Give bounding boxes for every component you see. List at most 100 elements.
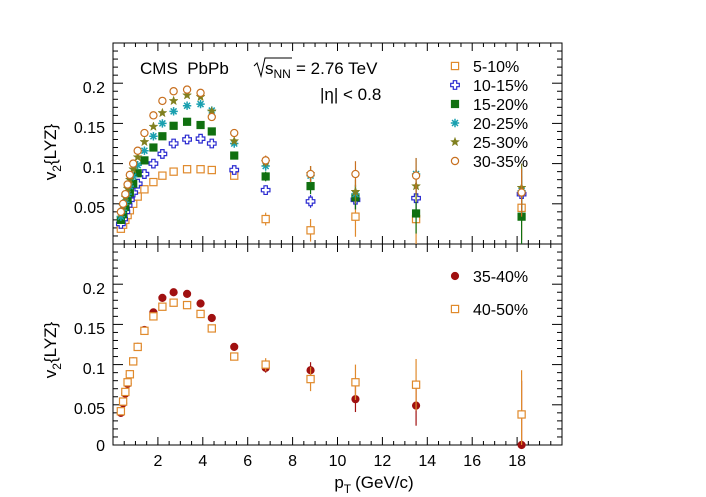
y-tick-label: 0.2 bbox=[83, 281, 105, 298]
cms-pbpb-title: CMS PbPb bbox=[140, 59, 229, 78]
data-point bbox=[158, 132, 167, 141]
data-point bbox=[411, 209, 421, 218]
data-point bbox=[133, 161, 142, 170]
legend-marker bbox=[450, 156, 460, 166]
top-y-axis-title: v2{LYZ} bbox=[41, 123, 64, 180]
legend-label: 25-30% bbox=[473, 135, 528, 152]
data-point bbox=[196, 165, 205, 174]
data-point bbox=[196, 99, 205, 109]
series-35-40% bbox=[116, 288, 526, 450]
data-point bbox=[182, 89, 193, 100]
data-point bbox=[207, 165, 216, 175]
series-40-50% bbox=[116, 298, 526, 445]
data-point bbox=[148, 158, 159, 169]
data-point bbox=[125, 370, 135, 379]
data-point bbox=[182, 101, 192, 110]
y-tick-label: 0.1 bbox=[83, 361, 105, 378]
x-tick-label: 4 bbox=[198, 453, 207, 470]
bottom-y-tick-labels: 0 0.05 0.1 0.15 0.2 bbox=[74, 281, 105, 455]
data-point bbox=[351, 378, 360, 387]
data-point bbox=[182, 300, 192, 310]
data-point bbox=[207, 112, 216, 122]
data-point bbox=[230, 128, 239, 138]
legend-label: 10-15% bbox=[473, 78, 528, 95]
top-legend: 5-10% 10-15% 15-20% 20-25% 25-30% 30-35% bbox=[449, 59, 528, 171]
x-tick-label: 2 bbox=[153, 453, 162, 470]
data-point bbox=[196, 299, 205, 308]
data-point bbox=[182, 134, 192, 145]
data-point bbox=[169, 167, 178, 176]
eta-label: |η| < 0.8 bbox=[320, 85, 381, 104]
data-point bbox=[260, 185, 271, 196]
series-20-25% bbox=[116, 99, 526, 221]
data-point bbox=[196, 309, 205, 319]
data-point bbox=[133, 342, 142, 352]
legend-marker bbox=[450, 118, 460, 128]
data-point bbox=[207, 127, 216, 136]
data-point bbox=[351, 212, 360, 221]
data-point bbox=[168, 95, 179, 106]
series-10-15% bbox=[115, 133, 527, 229]
series-5-10% bbox=[116, 165, 526, 244]
data-point bbox=[261, 360, 270, 369]
data-point bbox=[517, 410, 526, 419]
x-axis-title: pT (GeV/c) bbox=[334, 473, 413, 496]
data-point bbox=[169, 107, 178, 116]
data-point bbox=[158, 171, 167, 180]
top-y-tick-labels: 0.05 0.1 0.15 0.2 bbox=[74, 80, 105, 217]
data-point bbox=[306, 169, 315, 179]
y-tick-label: 0 bbox=[96, 438, 105, 455]
data-point bbox=[149, 177, 158, 187]
data-point bbox=[306, 374, 315, 384]
data-point bbox=[230, 352, 239, 361]
data-point bbox=[129, 357, 138, 366]
data-point bbox=[149, 132, 158, 141]
data-point bbox=[140, 185, 149, 194]
data-point bbox=[123, 180, 132, 189]
data-point bbox=[123, 378, 132, 387]
energy-annotation: sNN = 2.76 TeV bbox=[253, 57, 378, 81]
data-point bbox=[140, 326, 149, 336]
y-tick-label: 0.05 bbox=[74, 401, 105, 418]
legend-marker bbox=[449, 136, 461, 147]
legend-marker bbox=[450, 271, 460, 281]
data-point bbox=[168, 138, 179, 149]
data-point bbox=[158, 96, 167, 106]
data-point bbox=[158, 293, 167, 302]
legend-label: 5-10% bbox=[473, 59, 519, 76]
x-tick-label: 8 bbox=[288, 453, 297, 470]
data-point bbox=[169, 87, 178, 96]
legend-label: 30-35% bbox=[473, 154, 528, 171]
data-point bbox=[229, 135, 240, 146]
data-point bbox=[128, 163, 139, 174]
sqrt-sign-icon bbox=[253, 57, 292, 78]
data-point bbox=[116, 212, 126, 221]
data-point bbox=[306, 182, 315, 191]
data-point bbox=[517, 188, 526, 197]
data-point bbox=[132, 151, 143, 162]
series-15-20% bbox=[116, 117, 526, 244]
top-panel-data bbox=[115, 85, 527, 244]
data-point bbox=[169, 298, 178, 307]
data-point bbox=[157, 149, 168, 159]
legend-label: 20-25% bbox=[473, 116, 528, 133]
data-point bbox=[207, 324, 216, 333]
data-point bbox=[351, 169, 360, 179]
data-point bbox=[133, 146, 142, 155]
data-point bbox=[229, 165, 240, 175]
x-tick-label: 6 bbox=[243, 453, 252, 470]
x-tick-label: 10 bbox=[329, 453, 347, 470]
x-tick-label: 12 bbox=[374, 453, 392, 470]
legend-marker bbox=[450, 61, 460, 71]
data-point bbox=[261, 172, 270, 181]
y-tick-label: 0.05 bbox=[74, 200, 105, 217]
y-tick-label: 0.15 bbox=[74, 120, 105, 137]
x-tick-label: 14 bbox=[418, 453, 436, 470]
bottom-panel-ticks bbox=[113, 244, 562, 445]
data-point bbox=[305, 196, 316, 207]
data-point bbox=[140, 128, 149, 138]
data-point bbox=[350, 186, 361, 197]
data-point bbox=[118, 397, 128, 406]
energy-label: = 2.76 TeV bbox=[296, 59, 378, 78]
